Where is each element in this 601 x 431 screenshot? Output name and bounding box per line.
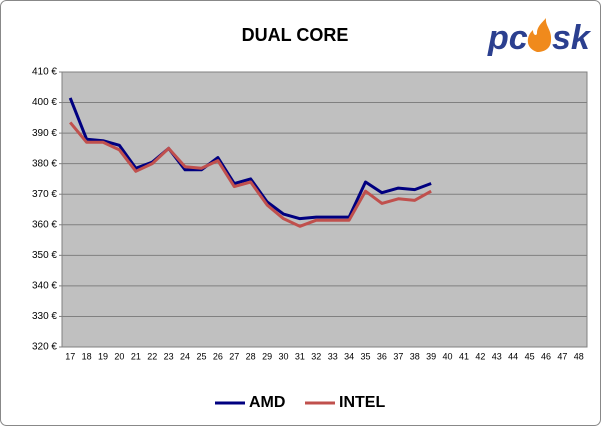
y-tick-label: 350 € <box>32 250 57 261</box>
x-tick-label: 21 <box>131 351 141 361</box>
x-tick-label: 41 <box>459 351 469 361</box>
x-tick-label: 46 <box>541 351 551 361</box>
x-tick-label: 31 <box>295 351 305 361</box>
y-tick-label: 410 € <box>32 67 57 78</box>
x-tick-label: 22 <box>147 351 157 361</box>
plot-area <box>61 71 588 348</box>
x-tick-label: 48 <box>574 351 584 361</box>
x-tick-label: 27 <box>229 351 239 361</box>
x-tick-label: 23 <box>164 351 174 361</box>
logo-left: pc <box>487 19 528 57</box>
x-tick-label: 47 <box>557 351 567 361</box>
x-tick-label: 42 <box>475 351 485 361</box>
x-tick-label: 35 <box>361 351 371 361</box>
y-tick-label: 360 € <box>32 219 57 230</box>
x-tick-label: 34 <box>344 351 354 361</box>
x-tick-label: 45 <box>525 351 535 361</box>
chart-title: DUAL CORE <box>242 25 349 45</box>
legend-label: INTEL <box>339 394 385 411</box>
x-tick-label: 20 <box>114 351 124 361</box>
y-tick-label: 340 € <box>32 281 57 292</box>
x-tick-label: 24 <box>180 351 190 361</box>
x-tick-label: 37 <box>393 351 403 361</box>
x-tick-label: 33 <box>328 351 338 361</box>
y-tick-label: 330 € <box>32 311 57 322</box>
series-line <box>68 97 432 221</box>
x-tick-label: 40 <box>443 351 453 361</box>
y-tick-label: 370 € <box>32 189 57 200</box>
x-tick-label: 36 <box>377 351 387 361</box>
y-tick-label: 400 € <box>32 97 57 108</box>
x-tick-label: 32 <box>311 351 321 361</box>
x-tick-label: 30 <box>278 351 288 361</box>
x-tick-label: 26 <box>213 351 223 361</box>
y-tick-label: 380 € <box>32 158 57 169</box>
x-tick-label: 44 <box>508 351 518 361</box>
y-tick-label: 390 € <box>32 128 57 139</box>
x-tick-label: 43 <box>492 351 502 361</box>
series-line <box>69 121 432 228</box>
x-tick-label: 18 <box>82 351 92 361</box>
x-tick-label: 19 <box>98 351 108 361</box>
logo: pc sk <box>487 18 592 57</box>
x-tick-label: 39 <box>426 351 436 361</box>
x-tick-label: 25 <box>196 351 206 361</box>
logo-flame <box>527 18 552 52</box>
legend-label: AMD <box>249 394 285 411</box>
x-tick-label: 17 <box>65 351 75 361</box>
x-tick-label: 29 <box>262 351 272 361</box>
y-tick-label: 320 € <box>32 342 57 353</box>
logo-right: sk <box>552 19 592 57</box>
x-tick-label: 28 <box>246 351 256 361</box>
x-tick-label: 38 <box>410 351 420 361</box>
